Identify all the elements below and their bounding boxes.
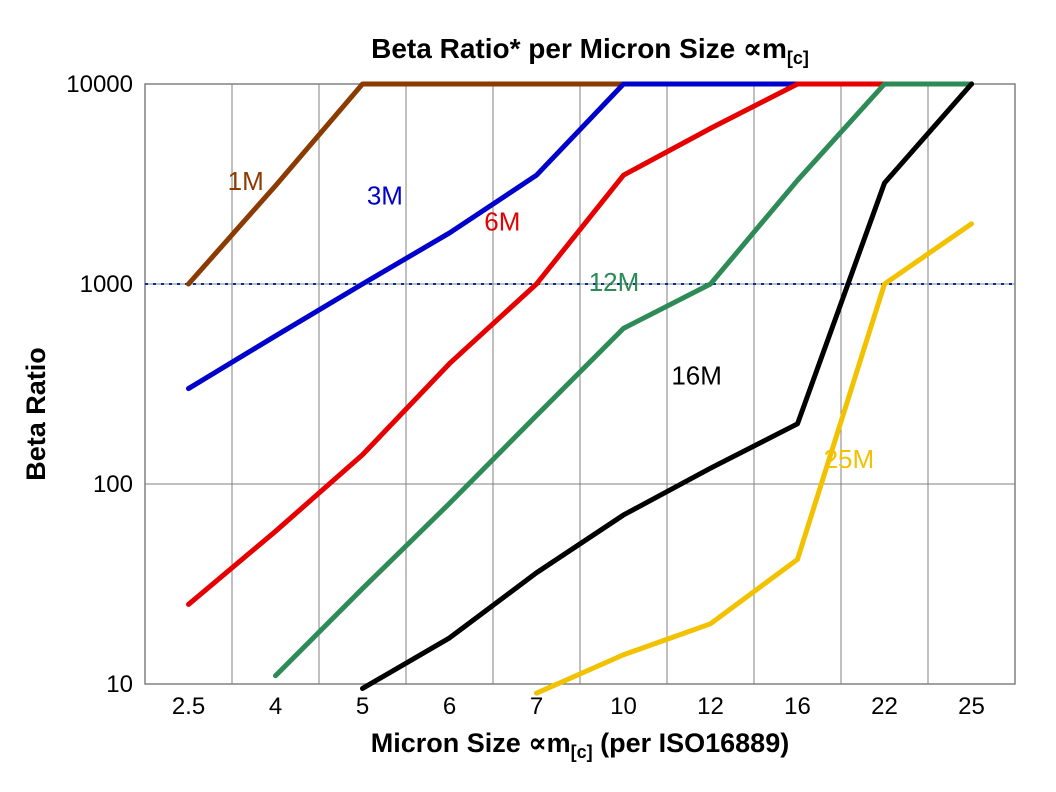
y-axis-title: Beta Ratio [21, 347, 51, 481]
x-tick-label: 25 [958, 693, 985, 720]
x-tick-label: 6 [443, 693, 456, 720]
series-label-3M: 3M [367, 181, 403, 211]
series-label-25M: 25M [824, 444, 875, 474]
y-tick-label: 100 [93, 471, 133, 498]
x-tick-label: 4 [269, 693, 282, 720]
x-tick-label: 7 [530, 693, 543, 720]
y-tick-label: 1000 [80, 271, 133, 298]
x-tick-label: 16 [784, 693, 811, 720]
chart-container: 1M 3M 6M 12M 16M 25M 10 100 1000 10000 2.5 4 5 6 7 10 12… [0, 0, 1056, 792]
series-label-16M: 16M [671, 361, 722, 391]
series-label-6M: 6M [484, 207, 520, 237]
x-tick-label: 10 [610, 693, 637, 720]
series-label-12M: 12M [589, 267, 640, 297]
y-tick-label: 10000 [66, 71, 133, 98]
x-tick-label: 5 [356, 693, 369, 720]
x-tick-label: 22 [871, 693, 898, 720]
y-tick-label: 10 [106, 671, 133, 698]
series-label-1M: 1M [228, 166, 264, 196]
x-tick-label: 12 [697, 693, 724, 720]
x-tick-label: 2.5 [172, 693, 205, 720]
chart-title: Beta Ratio* per Micron Size ∝m[c] [371, 33, 809, 68]
chart-bg [0, 0, 1056, 792]
chart-svg: 1M 3M 6M 12M 16M 25M 10 100 1000 10000 2.5 4 5 6 7 10 12… [0, 0, 1056, 792]
